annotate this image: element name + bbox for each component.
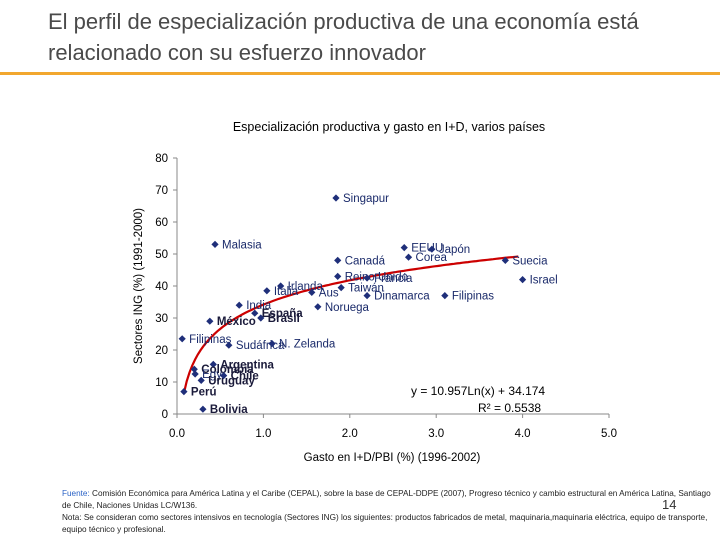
data-label: Aus (319, 287, 339, 299)
data-label: Reino Unido (345, 271, 408, 283)
data-point (178, 335, 186, 343)
y-tick-label: 10 (155, 377, 168, 389)
footnote-note: Nota: Se consideran como sectores intens… (62, 513, 708, 534)
data-point (211, 240, 219, 248)
plot-area: 0 10 20 30 40 50 60 70 80 0.0 1.0 2.0 3.0 4.0 5.0 Singa… (155, 153, 617, 440)
x-tick-label: 0.0 (169, 428, 185, 440)
data-label: Colombia (201, 364, 254, 376)
data-point (441, 292, 449, 300)
data-point (209, 360, 217, 368)
data-point (263, 287, 271, 295)
data-label: Sudáfrica (236, 340, 285, 352)
data-point (180, 388, 188, 396)
slide-title: El perfil de especialización productiva … (48, 9, 639, 65)
data-label: N. Zelanda (279, 339, 336, 351)
data-point (334, 256, 342, 264)
data-point (428, 245, 436, 253)
y-tick-label: 70 (155, 185, 168, 197)
x-tick-label: 1.0 (255, 428, 271, 440)
y-tick-label: 80 (155, 153, 168, 165)
data-point (251, 309, 259, 317)
data-label: Japón (439, 244, 470, 256)
data-point (400, 244, 408, 252)
data-label: Brasil (268, 313, 300, 325)
data-point (337, 284, 345, 292)
data-label: Israel (530, 275, 558, 287)
data-point (268, 340, 276, 348)
data-point (220, 372, 228, 380)
data-label: Dinamarca (374, 291, 430, 303)
data-point (363, 292, 371, 300)
y-tick-label: 30 (155, 313, 168, 325)
x-tick-label: 4.0 (515, 428, 531, 440)
data-label: Malasia (222, 239, 262, 251)
data-label: Singapur (343, 193, 389, 205)
data-point (404, 253, 413, 261)
data-label: Filipinas (452, 291, 494, 303)
y-tick-label: 60 (155, 217, 168, 229)
y-axis-label: Sectores ING (%) (1991-2000) (133, 208, 145, 364)
data-label: Argentina (220, 359, 274, 371)
scatter-chart: Especialización productiva y gasto en I+… (133, 120, 617, 464)
data-label: India (246, 300, 272, 312)
source-text: Comisión Económica para América Latina y… (62, 489, 711, 510)
y-tick-label: 0 (162, 409, 168, 421)
footnote-source: Fuente: Comisión Económica para América … (62, 488, 712, 512)
data-label: Francia (374, 273, 413, 285)
data-label: Canadá (345, 255, 386, 267)
data-label: Suecia (512, 255, 548, 267)
data-label: Corea (416, 252, 448, 264)
data-label: Bolivia (210, 404, 248, 416)
data-label: Uruguay (208, 375, 255, 387)
x-axis-label: Gasto en I+D/PBI (%) (1996-2002) (304, 452, 481, 464)
x-tick-label: 2.0 (342, 428, 358, 440)
data-point (206, 317, 214, 325)
data-label: EEUU (411, 243, 443, 255)
data-point (191, 370, 199, 378)
data-point (314, 303, 322, 311)
data-label: Perú (191, 387, 217, 399)
trendline-equation: y = 10.957Ln(x) + 34.174 (411, 384, 545, 398)
data-point (197, 376, 205, 384)
title-underline (0, 72, 720, 75)
data-point (199, 405, 207, 413)
source-label: Fuente: (62, 489, 90, 498)
data-label: Taiwán (348, 283, 384, 295)
data-point (519, 276, 527, 284)
data-point (334, 272, 342, 280)
page-number: 14 (662, 497, 677, 512)
x-tick-label: 5.0 (601, 428, 617, 440)
y-tick-label: 20 (155, 345, 168, 357)
y-tick-label: 50 (155, 249, 168, 261)
data-point (235, 301, 243, 309)
footnote: Fuente: Comisión Económica para América … (62, 488, 712, 536)
trendline (182, 255, 519, 394)
data-point (190, 365, 198, 373)
data-point (308, 288, 316, 296)
data-label: Egy (202, 369, 222, 381)
data-point (225, 341, 233, 349)
r-squared: R² = 0.5538 (478, 401, 541, 415)
data-label: México (217, 316, 256, 328)
data-label: Irlanda (288, 281, 324, 293)
data-point (257, 314, 265, 322)
data-label: Filipinas (189, 334, 231, 346)
data-label: Noruega (325, 302, 370, 314)
data-label: Italia (274, 286, 299, 298)
data-point (501, 256, 509, 264)
data-label: Chile (231, 371, 259, 383)
data-point (363, 274, 371, 282)
chart-title: Especialización productiva y gasto en I+… (233, 120, 545, 134)
y-tick-label: 40 (155, 281, 168, 293)
data-point (277, 282, 285, 290)
data-label: España (262, 308, 304, 320)
data-point (332, 194, 340, 202)
x-tick-label: 3.0 (428, 428, 444, 440)
